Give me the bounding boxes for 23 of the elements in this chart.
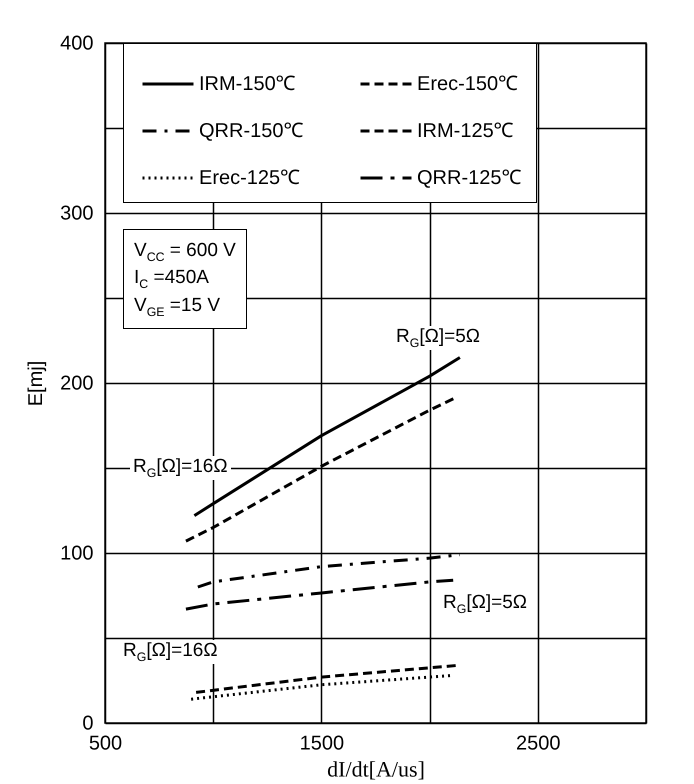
y-tick-label: 400 (60, 32, 94, 54)
y-tick-label: 300 (60, 202, 94, 224)
x-tick-label: 500 (88, 732, 122, 754)
annotation: R$_{G}$[Ω]=16Ω (130, 456, 231, 480)
x-tick-label: 2500 (516, 732, 561, 754)
annotation: R$_{G}$[Ω]=5Ω (440, 592, 530, 616)
y-tick-label: 0 (82, 712, 94, 734)
annotation: V$_{CC}$ = 600 V (134, 239, 236, 266)
legend-label: Erec-150℃ (417, 73, 518, 95)
y-tick-label: 100 (60, 542, 94, 564)
legend-label: IRM-125℃ (417, 120, 514, 142)
annotation: R$_{G}$[Ω]=16Ω (120, 640, 221, 664)
legend-label: Erec-125℃ (199, 167, 300, 189)
annotation: R$_{G}$[Ω]=5Ω (393, 326, 483, 350)
legend-label: QRR-125℃ (417, 167, 522, 189)
legend-label: QRR-150℃ (199, 120, 304, 142)
x-axis-title: dI/dt[A/us] (327, 756, 425, 782)
annotation: I$_{C}$ =450A (134, 266, 210, 293)
y-tick-label: 200 (60, 372, 94, 394)
legend-label: IRM-150℃ (199, 73, 296, 95)
x-tick-label: 1500 (300, 732, 344, 754)
annotation: V$_{GE}$ =15 V (134, 294, 221, 320)
y-axis-title: E[mj] (25, 360, 48, 406)
